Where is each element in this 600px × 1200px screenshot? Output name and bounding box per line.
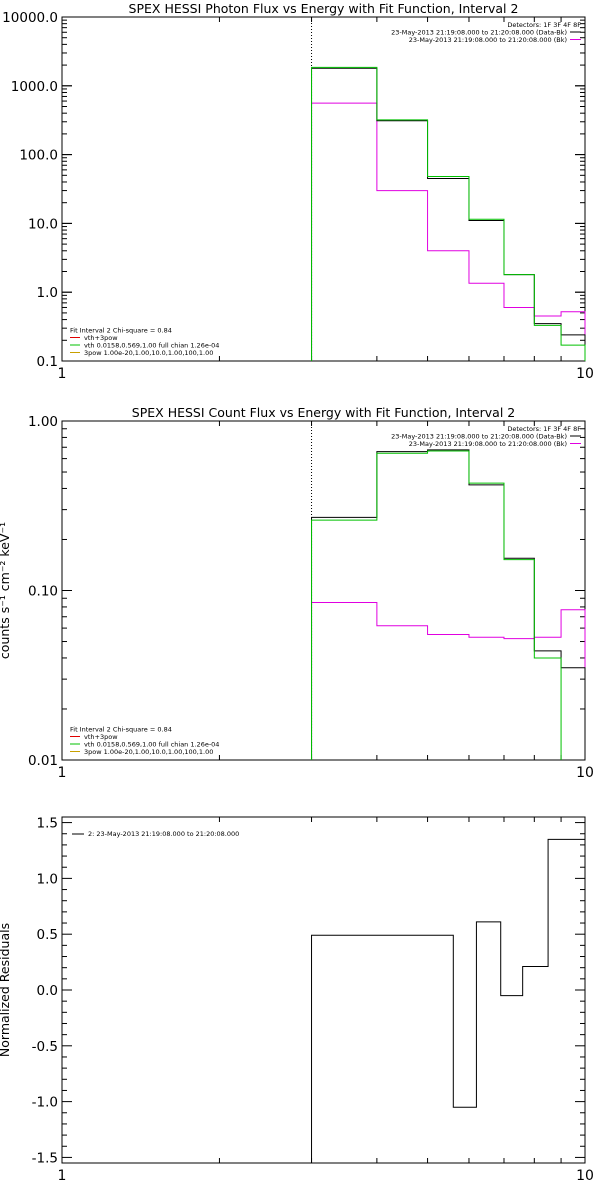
series-bk bbox=[311, 102, 586, 361]
y-tick-label: 1000.0 bbox=[11, 79, 58, 95]
legend-bottom: Fit Interval 2 Chi-square = 0.84vth+3pow… bbox=[70, 726, 219, 756]
y-tick-label: 100.0 bbox=[19, 148, 58, 164]
legend-label: 23-May-2013 21:19:08.000 to 21:20:08.000… bbox=[391, 29, 567, 37]
legend-label: vth 0.0158,0.569,1.00 full chian 1.26e-0… bbox=[84, 342, 219, 350]
series-bk bbox=[311, 601, 586, 760]
series-model bbox=[311, 450, 562, 760]
y-tick-label: 0.01 bbox=[28, 753, 58, 769]
plot-title: SPEX HESSI Photon Flux vs Energy with Fi… bbox=[129, 1, 519, 16]
legend-label: 3pow 1.00e-20,1.00,10.0,1.00,100,1.00 bbox=[84, 349, 213, 357]
y-tick-label: 1.0 bbox=[37, 285, 58, 301]
plot-frame bbox=[61, 420, 586, 761]
legend-label: vth+3pow bbox=[84, 334, 118, 342]
legend-header: Fit Interval 2 Chi-square = 0.84 bbox=[70, 726, 172, 734]
plot-3: Normalized Residuals 1 10 -1.5 -1.0 -0.5 0.0 0.… bbox=[0, 816, 594, 1184]
x-tick-label: 10 bbox=[576, 366, 594, 382]
legend-header: Detectors: 1F 3F 4F 8F bbox=[507, 425, 581, 433]
x-tick-label: 1 bbox=[58, 1168, 67, 1184]
y-tick-label: 0.1 bbox=[37, 354, 58, 370]
legend-label: vth+3pow bbox=[84, 733, 118, 741]
legend-header: Fit Interval 2 Chi-square = 0.84 bbox=[70, 327, 172, 335]
y-tick-label: 0.5 bbox=[37, 927, 58, 943]
series-residuals bbox=[311, 838, 586, 1163]
legend-label: vth 0.0158,0.569,1.00 full chian 1.26e-0… bbox=[84, 741, 219, 749]
legend-label: 2: 23-May-2013 21:19:08.000 to 21:20:08.… bbox=[88, 830, 239, 838]
y-tick-label: 10.0 bbox=[28, 216, 58, 232]
plot-title: SPEX HESSI Count Flux vs Energy with Fit… bbox=[132, 405, 515, 420]
x-tick-label: 10 bbox=[576, 1168, 594, 1184]
plot-2: SPEX HESSI Count Flux vs Energy with Fit… bbox=[0, 405, 594, 781]
y-axis-label: Normalized Residuals bbox=[0, 923, 12, 1057]
x-tick-label: 1 bbox=[58, 366, 67, 382]
legend-label: 23-May-2013 21:19:08.000 to 21:20:08.000… bbox=[409, 36, 567, 44]
y-tick-label: 1.0 bbox=[37, 871, 58, 887]
legend-label: 23-May-2013 21:19:08.000 to 21:20:08.000… bbox=[391, 433, 567, 441]
plot-frame bbox=[61, 816, 586, 1164]
x-tick-label: 1 bbox=[58, 765, 67, 781]
legend-label: 23-May-2013 21:19:08.000 to 21:20:08.000… bbox=[409, 440, 567, 448]
y-tick-label: -0.5 bbox=[32, 1039, 58, 1055]
legend-label: 3pow 1.00e-20,1.00,10.0,1.00,100,1.00 bbox=[84, 748, 213, 756]
plot-frame bbox=[61, 16, 586, 362]
y-axis-label: counts s⁻¹ cm⁻² keV⁻¹ bbox=[0, 522, 12, 659]
series-data-bk bbox=[311, 67, 586, 361]
y-tick-label: -1.5 bbox=[32, 1150, 58, 1166]
series-model bbox=[311, 66, 586, 361]
legend-bottom: Fit Interval 2 Chi-square = 0.84vth+3pow… bbox=[70, 327, 219, 357]
y-tick-label: 1.00 bbox=[28, 414, 58, 430]
y-tick-label: 1.5 bbox=[37, 816, 58, 832]
y-tick-label: 10000.0 bbox=[2, 10, 58, 26]
series-data-bk bbox=[311, 449, 586, 760]
y-tick-label: 0.0 bbox=[37, 983, 58, 999]
legend-top: 2: 23-May-2013 21:19:08.000 to 21:20:08.… bbox=[72, 830, 239, 838]
legend-header: Detectors: 1F 3F 4F 8F bbox=[507, 21, 581, 29]
y-tick-label: -1.0 bbox=[32, 1095, 58, 1111]
x-tick-label: 10 bbox=[576, 765, 594, 781]
plot-1: SPEX HESSI Photon Flux vs Energy with Fi… bbox=[2, 1, 594, 382]
y-tick-label: 0.10 bbox=[28, 584, 58, 600]
